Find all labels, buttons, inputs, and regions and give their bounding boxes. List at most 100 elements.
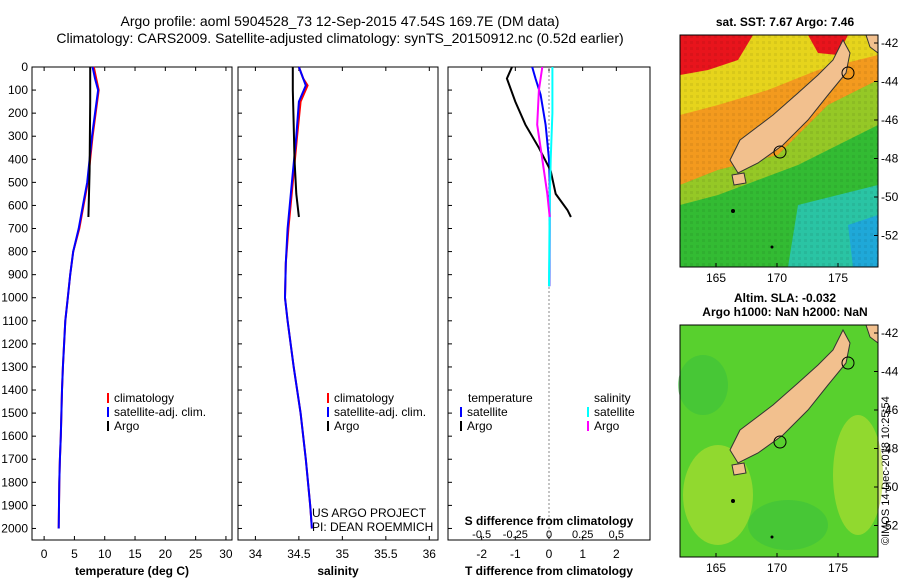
x-tick-top-label: 0 (546, 529, 552, 541)
diff-legend-sal-header: salinity (594, 391, 631, 405)
series-line-diff-temperature-satellite (531, 66, 551, 287)
x-tick-label-sal: 36 (423, 547, 437, 561)
y-tick-label: 500 (8, 175, 28, 189)
sla-map (678, 324, 883, 557)
sla-map-title-line2: Argo h1000: NaN h2000: NaN (702, 305, 868, 319)
x-tick-label-diff: 1 (579, 547, 586, 561)
x-tick-top-label: -0.5 (472, 529, 491, 541)
x-tick-label-temp: 0 (41, 547, 48, 561)
credit-line2: PI: DEAN ROEMMICH (312, 520, 433, 534)
sst-lat-tick-label: -44 (881, 75, 899, 89)
series-line-diff-salinity-argo (536, 66, 551, 218)
x-tick-label-diff: 0 (546, 547, 553, 561)
x-tick-label-temp: 10 (98, 547, 112, 561)
diff-legend-temp-header: temperature (468, 391, 533, 405)
sst-pixel-texture (680, 35, 878, 267)
sla-anomaly-3 (748, 500, 828, 550)
diff-temp-legend-label-1: Argo (467, 419, 493, 433)
y-tick-label: 300 (8, 129, 28, 143)
plot-frame-temp (31, 66, 233, 541)
diff-sal-legend-label-1: Argo (594, 419, 620, 433)
x-axis-label-diff: T difference from climatology (465, 564, 633, 578)
sla-anomaly-2 (833, 415, 883, 535)
sst-lon-tick-label: 170 (767, 271, 787, 285)
x-tick-label-temp: 20 (159, 547, 173, 561)
sla-islet-1 (731, 499, 735, 503)
sal-legend-label-2: Argo (334, 419, 360, 433)
x-tick-label-sal: 35.5 (374, 547, 398, 561)
sla-lon-tick-label: 165 (706, 561, 726, 575)
x-tick-top-label: -0.25 (503, 529, 528, 541)
sst-lat-tick-label: -42 (881, 36, 899, 50)
temp-legend-label-1: satellite-adj. clim. (114, 405, 206, 419)
x-tick-label-sal: 34.5 (287, 547, 311, 561)
series-line-temp-argo (87, 67, 92, 218)
y-tick-label: 100 (8, 83, 28, 97)
y-tick-label: 2000 (1, 521, 28, 535)
series-line-sal-argo (291, 67, 300, 218)
x-tick-label-temp: 30 (219, 547, 233, 561)
sal-legend-label-0: climatology (334, 391, 394, 405)
diff-sal-legend-label-0: satellite (594, 405, 635, 419)
x-tick-label-diff: -2 (476, 547, 487, 561)
x-tick-label-sal: 34 (249, 547, 263, 561)
y-tick-label: 900 (8, 268, 28, 282)
sla-lat-tick-label: -44 (881, 365, 899, 379)
x-axis-label-sal: salinity (317, 564, 359, 578)
sst-islet-1 (731, 209, 735, 213)
y-tick-label: 1800 (1, 475, 28, 489)
y-tick-label: 800 (8, 245, 28, 259)
x-axis-label-temp: temperature (deg C) (75, 564, 189, 578)
y-tick-label: 1000 (1, 291, 28, 305)
y-tick-label: 1600 (1, 429, 28, 443)
x-tick-top-label: 0.25 (572, 529, 593, 541)
sst-lat-tick-label: -48 (881, 152, 899, 166)
y-tick-label: 600 (8, 198, 28, 212)
temp-legend-label-2: Argo (114, 419, 140, 433)
y-tick-label: 1200 (1, 337, 28, 351)
sst-lat-tick-label: -50 (881, 190, 899, 204)
sst-lon-tick-label: 175 (828, 271, 848, 285)
stewart-island-sla (731, 462, 747, 476)
sla-map-title-line1: Altim. SLA: -0.032 (733, 291, 837, 305)
series-line-sal-satellite-adj-clim- (283, 66, 313, 529)
sla-islet-2 (770, 535, 774, 539)
y-tick-label: 200 (8, 106, 28, 120)
x-tick-label-sal: 35 (336, 547, 350, 561)
y-tick-label: 0 (21, 60, 28, 74)
plot-frame-sal (237, 66, 439, 541)
stewart-island (731, 172, 747, 186)
y-tick-label: 1100 (2, 314, 28, 328)
y-tick-label: 700 (8, 222, 28, 236)
x-tick-label-diff: -1 (510, 547, 521, 561)
x-tick-label-temp: 5 (71, 547, 78, 561)
sla-anomaly-4 (678, 355, 728, 415)
sst-islet-2 (770, 245, 774, 249)
figure-title-line1: Argo profile: aoml 5904528_73 12-Sep-201… (120, 13, 560, 29)
y-tick-label: 1300 (1, 360, 28, 374)
x-tick-label-temp: 15 (128, 547, 142, 561)
sst-lon-tick-label: 165 (706, 271, 726, 285)
sst-map (680, 34, 879, 267)
x-tick-label-diff: 2 (613, 547, 620, 561)
y-tick-label: 1900 (1, 498, 28, 512)
y-tick-label: 1500 (1, 406, 28, 420)
y-tick-label: 400 (8, 152, 28, 166)
sla-lon-tick-label: 175 (828, 561, 848, 575)
series-line-diff-salinity-satellite (548, 67, 554, 287)
x-tick-label-temp: 25 (189, 547, 203, 561)
credit-line1: US ARGO PROJECT (312, 506, 427, 520)
diff-temp-legend-label-0: satellite (467, 405, 508, 419)
sla-lat-tick-label: -42 (881, 326, 899, 340)
series-line-sal-climatology (283, 66, 313, 529)
sal-legend-label-1: satellite-adj. clim. (334, 405, 426, 419)
sst-lat-tick-label: -52 (881, 229, 899, 243)
series-line-diff-temperature-argo (505, 66, 572, 218)
y-tick-label: 1700 (1, 452, 28, 466)
temp-legend-label-0: climatology (114, 391, 174, 405)
figure-title-line2: Climatology: CARS2009. Satellite-adjuste… (56, 30, 624, 46)
x-tick-top-label: 0.5 (609, 529, 624, 541)
x-axis-label-top: S difference from climatology (465, 514, 634, 528)
sst-map-title: sat. SST: 7.67 Argo: 7.46 (715, 15, 855, 29)
